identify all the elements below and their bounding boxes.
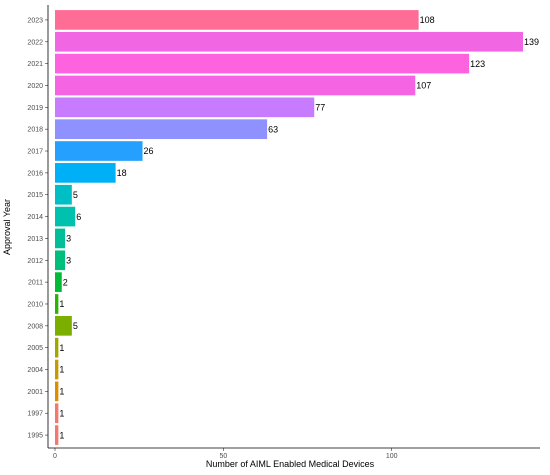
bar-value-label-2017: 26 <box>144 146 154 156</box>
y-axis-ticks: 2023 2022 2021 2020 2019 2018 2017 2016 2015 2014… <box>27 17 48 440</box>
bar-2016 <box>55 163 116 183</box>
bar-value-label-2023: 108 <box>420 15 435 25</box>
y-tick-label-2016: 2016 <box>27 170 43 177</box>
bar-value-label-2015: 5 <box>73 190 78 200</box>
bar-2018 <box>55 119 268 140</box>
x-axis-title: Number of AIML Enabled Medical Devices <box>206 459 375 469</box>
y-tick-label-1997: 1997 <box>27 411 43 418</box>
y-tick-label-1995: 1995 <box>27 433 43 440</box>
y-tick-label-2021: 2021 <box>27 61 43 68</box>
x-tick-label-50: 50 <box>219 453 227 460</box>
bar-2022 <box>55 31 523 52</box>
y-tick-label-2011: 2011 <box>28 280 43 287</box>
bar-value-label-2010: 1 <box>59 299 64 309</box>
bar-2005 <box>55 337 59 358</box>
bar-2017 <box>55 141 143 161</box>
bar-2014 <box>55 206 76 227</box>
y-tick-label-2012: 2012 <box>27 258 43 265</box>
y-tick-label-2010: 2010 <box>27 301 43 308</box>
bar-2010 <box>55 294 59 314</box>
bar-2011 <box>55 272 62 292</box>
bar-value-label-2011: 2 <box>63 277 68 287</box>
bar-value-label-1997: 1 <box>59 408 64 418</box>
bar-1995 <box>55 425 59 445</box>
bar-2013 <box>55 228 66 249</box>
y-tick-label-2014: 2014 <box>27 214 43 221</box>
y-tick-label-2019: 2019 <box>27 105 43 112</box>
x-tick-label-0: 0 <box>53 453 57 460</box>
bar-2015 <box>55 184 72 205</box>
bar-2012 <box>55 250 66 271</box>
bar-value-label-2004: 1 <box>59 365 64 375</box>
bar-value-label-2016: 18 <box>117 168 127 178</box>
x-tick-label-100: 100 <box>386 453 398 460</box>
bar-2021 <box>55 53 470 74</box>
x-axis-ticks: 0 50 100 <box>53 448 398 460</box>
y-tick-label-2008: 2008 <box>27 323 43 330</box>
bar-value-label-2001: 1 <box>59 387 64 397</box>
y-tick-label-2004: 2004 <box>27 367 43 374</box>
y-tick-label-2018: 2018 <box>27 127 43 134</box>
bar-2004 <box>55 359 59 380</box>
bar-2023 <box>55 10 419 30</box>
bar-value-label-2008: 5 <box>73 321 78 331</box>
bars-group <box>55 10 523 445</box>
y-axis-title: Approval Year <box>2 199 12 255</box>
y-tick-label-2017: 2017 <box>27 149 43 156</box>
y-tick-label-2022: 2022 <box>27 39 43 46</box>
bar-value-label-2022: 139 <box>524 37 539 47</box>
bar-value-label-2021: 123 <box>470 59 485 69</box>
y-tick-label-2020: 2020 <box>27 83 43 90</box>
y-tick-label-2015: 2015 <box>27 192 43 199</box>
bar-value-label-2005: 1 <box>59 343 64 353</box>
bar-value-label-1995: 1 <box>59 430 64 440</box>
bar-value-label-2019: 77 <box>315 103 325 113</box>
y-tick-label-2001: 2001 <box>27 389 43 396</box>
bar-2020 <box>55 75 416 96</box>
bar-value-label-2020: 107 <box>416 81 431 91</box>
bar-2019 <box>55 97 315 118</box>
bar-2008 <box>55 315 72 336</box>
bar-value-label-2013: 3 <box>66 234 71 244</box>
y-tick-label-2005: 2005 <box>27 345 43 352</box>
y-tick-label-2023: 2023 <box>27 17 43 24</box>
y-tick-label-2013: 2013 <box>27 236 43 243</box>
bar-value-label-2018: 63 <box>268 124 278 134</box>
bar-1997 <box>55 403 59 424</box>
bar-2001 <box>55 381 59 402</box>
bar-value-label-2014: 6 <box>76 212 81 222</box>
bar-value-label-2012: 3 <box>66 255 71 265</box>
